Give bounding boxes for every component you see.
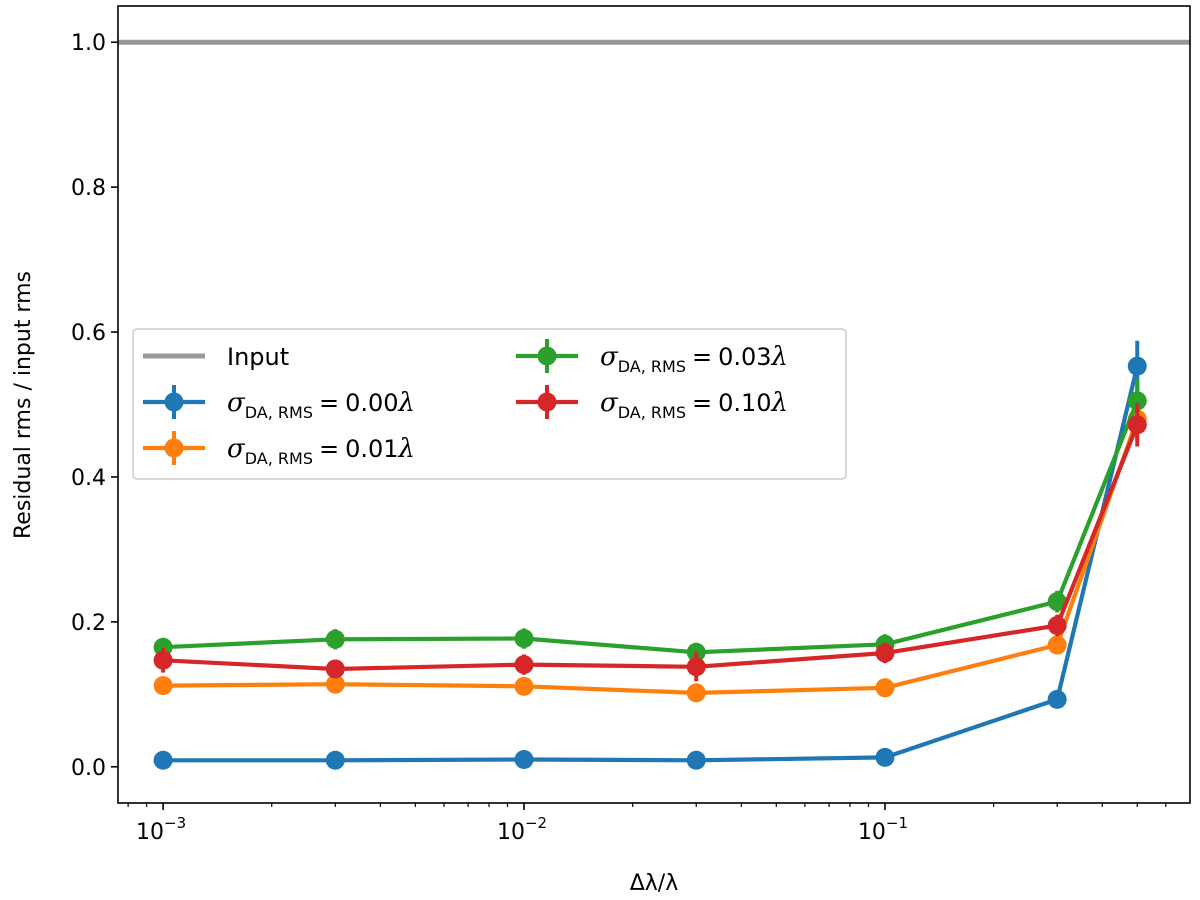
legend-sigma: σ [600, 342, 619, 372]
y-tick-label: 0.2 [71, 611, 106, 636]
legend-equals: = [692, 389, 712, 417]
data-point [153, 750, 173, 770]
legend-subscript: DA, RMS [245, 449, 313, 468]
data-point [325, 659, 345, 679]
legend-label: σDA, RMS = 0.03λ [600, 342, 788, 376]
legend-box [132, 328, 847, 480]
x-tick-base: 10 [858, 820, 886, 845]
data-point [514, 750, 534, 770]
legend-input-label: Input [227, 343, 289, 371]
y-tick-label: 0.8 [71, 176, 106, 201]
y-tick-label: 0.4 [71, 466, 106, 491]
legend-label: σDA, RMS = 0.00λ [227, 388, 415, 422]
legend-lambda: λ [771, 342, 788, 372]
legend-subscript: DA, RMS [618, 357, 686, 376]
legend-value: 0.01 [345, 435, 398, 463]
legend-value: 0.03 [718, 343, 771, 371]
legend-entry-0_00: σDA, RMS = 0.00λ [143, 385, 415, 422]
data-point [514, 655, 534, 675]
y-axis-label: Residual rms / input rms [11, 271, 36, 539]
legend-sigma: σ [227, 388, 246, 418]
x-axis: 10−3 10−2 10−1 [127, 803, 1167, 845]
data-point [1047, 592, 1067, 612]
data-point [686, 657, 706, 677]
legend-lambda: λ [398, 434, 415, 464]
data-point [1127, 415, 1147, 435]
legend-swatch-marker [164, 392, 184, 412]
data-point [1127, 356, 1147, 376]
legend-value: 0.10 [718, 389, 771, 417]
series-0_01 [153, 397, 1147, 703]
legend-subscript: DA, RMS [618, 403, 686, 422]
data-point [153, 676, 173, 696]
data-point [875, 643, 895, 663]
series-0_10 [153, 403, 1147, 682]
x-tick-label: 10−2 [497, 814, 547, 845]
x-axis-label: Δλ/λ [630, 871, 679, 896]
data-point [686, 750, 706, 770]
series-0_00 [153, 340, 1147, 770]
legend-label: σDA, RMS = 0.10λ [600, 388, 788, 422]
legend-equals: = [319, 389, 339, 417]
legend-swatch-marker [164, 438, 184, 458]
x-tick-base: 10 [497, 820, 525, 845]
legend-entry-0_01: σDA, RMS = 0.01λ [143, 431, 415, 468]
data-point [686, 683, 706, 703]
data-point [325, 629, 345, 649]
data-point [153, 637, 173, 657]
legend-value: 0.00 [345, 389, 398, 417]
y-tick-label: 0.6 [71, 321, 106, 346]
legend-entry-0_03: σDA, RMS = 0.03λ [516, 339, 788, 376]
legend-lambda: λ [771, 388, 788, 418]
legend-subscript: DA, RMS [245, 403, 313, 422]
x-tick-exponent: −3 [164, 814, 186, 832]
x-tick-exponent: −2 [525, 814, 547, 832]
legend-equals: = [692, 343, 712, 371]
x-tick-label: 10−3 [136, 814, 186, 845]
y-axis: 0.0 0.2 0.4 0.6 0.8 1.0 [71, 31, 118, 781]
legend-equals: = [319, 435, 339, 463]
data-point [1047, 689, 1067, 709]
legend-swatch-marker [537, 346, 557, 366]
x-tick-base: 10 [136, 820, 164, 845]
y-tick-label: 1.0 [71, 31, 106, 56]
data-point [875, 747, 895, 767]
x-tick-exponent: −1 [886, 814, 908, 832]
data-point [325, 750, 345, 770]
legend-swatch-marker [537, 392, 557, 412]
data-point [325, 674, 345, 694]
data-point [1047, 615, 1067, 635]
data-point [153, 650, 173, 670]
data-point [1127, 391, 1147, 411]
legend-lambda: λ [398, 388, 415, 418]
data-point [1047, 635, 1067, 655]
data-point [514, 676, 534, 696]
series-layer [153, 340, 1147, 770]
legend-entry-0_10: σDA, RMS = 0.10λ [516, 385, 788, 422]
data-point [514, 629, 534, 649]
plot-frame [117, 5, 1191, 804]
legend-sigma: σ [227, 434, 246, 464]
legend-label: σDA, RMS = 0.01λ [227, 434, 415, 468]
data-point [875, 678, 895, 698]
legend-sigma: σ [600, 388, 619, 418]
x-tick-label: 10−1 [858, 814, 908, 845]
y-tick-label: 0.0 [71, 756, 106, 781]
